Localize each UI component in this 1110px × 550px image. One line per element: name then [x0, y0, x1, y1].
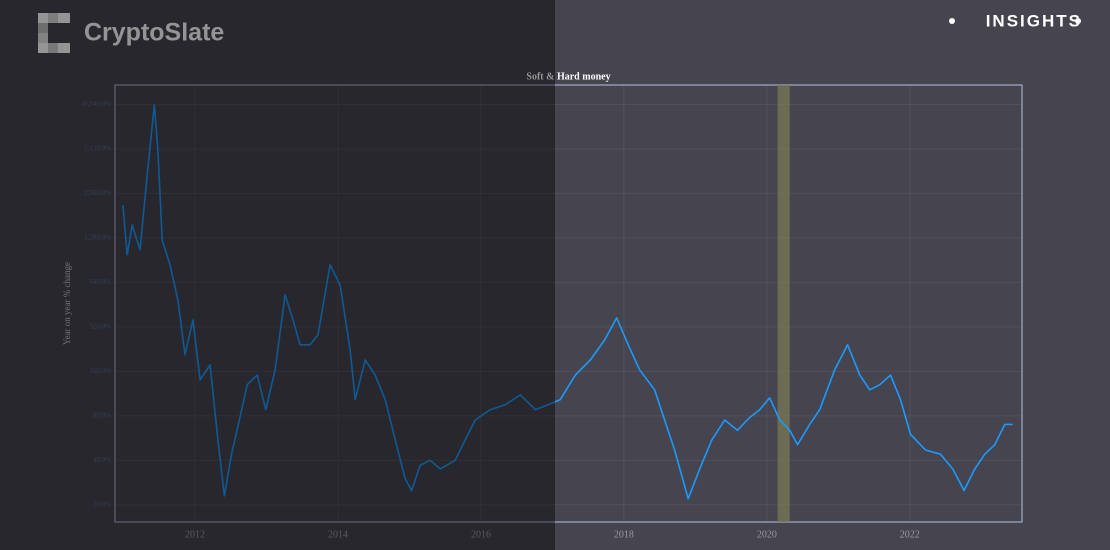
y-tick-label: 10,240.0% — [81, 100, 112, 108]
y-tick-label: 40.0% — [93, 456, 111, 464]
y-tick-label: 160.0% — [89, 367, 111, 375]
badge-dot — [1075, 18, 1081, 24]
y-tick-label: 5,120.0% — [84, 145, 111, 153]
chart-title: Soft & Hard money — [526, 71, 610, 82]
x-tick-label: 2012 — [185, 529, 205, 540]
y-tick-label: 640.0% — [89, 278, 111, 286]
x-tick-label: 2014 — [328, 529, 348, 540]
x-tick-label: 2022 — [900, 529, 920, 540]
overlay — [0, 0, 555, 550]
y-tick-label: 80.0% — [93, 411, 111, 419]
plot-area — [114, 84, 1023, 523]
badge: INSIGHTS — [986, 11, 1082, 30]
brand: CryptoSlate — [84, 19, 224, 47]
y-tick-label: 2,560.0% — [84, 189, 111, 197]
x-tick-label: 2016 — [471, 529, 491, 540]
badge-dot — [949, 18, 955, 24]
y-tick-label: 20.0% — [93, 500, 111, 508]
y-axis-label: Year on year % change — [62, 262, 72, 345]
logo-icon — [38, 13, 70, 53]
data-line — [122, 104, 1013, 500]
highlight-span — [777, 85, 790, 522]
x-tick-label: 2018 — [614, 529, 634, 540]
y-tick-label: 320.0% — [89, 322, 111, 330]
plot: Soft & Hard money Year on year % change 20… — [62, 71, 1023, 540]
x-tick-label: 2020 — [757, 529, 777, 540]
y-tick-label: 1,280.0% — [84, 234, 111, 242]
